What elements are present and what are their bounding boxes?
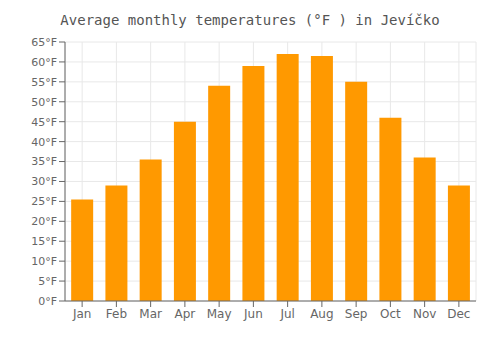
svg-text:Aug: Aug bbox=[310, 307, 333, 321]
svg-text:May: May bbox=[207, 307, 232, 321]
svg-text:25°F: 25°F bbox=[31, 195, 57, 208]
svg-text:50°F: 50°F bbox=[31, 96, 57, 109]
svg-text:Jan: Jan bbox=[72, 307, 92, 321]
svg-text:Jul: Jul bbox=[279, 307, 294, 321]
svg-text:10°F: 10°F bbox=[31, 255, 57, 268]
svg-text:Nov: Nov bbox=[413, 307, 436, 321]
svg-text:30°F: 30°F bbox=[31, 175, 57, 188]
svg-text:0°F: 0°F bbox=[38, 295, 57, 308]
svg-text:60°F: 60°F bbox=[31, 56, 57, 69]
svg-text:5°F: 5°F bbox=[38, 275, 57, 288]
svg-text:40°F: 40°F bbox=[31, 136, 57, 149]
svg-text:Jun: Jun bbox=[243, 307, 263, 321]
svg-text:Sep: Sep bbox=[345, 307, 368, 321]
svg-text:Mar: Mar bbox=[139, 307, 162, 321]
svg-text:20°F: 20°F bbox=[31, 215, 57, 228]
svg-text:65°F: 65°F bbox=[31, 36, 57, 49]
svg-text:Feb: Feb bbox=[106, 307, 127, 321]
svg-text:55°F: 55°F bbox=[31, 76, 57, 89]
svg-text:15°F: 15°F bbox=[31, 235, 57, 248]
svg-text:Dec: Dec bbox=[447, 307, 470, 321]
svg-text:35°F: 35°F bbox=[31, 155, 57, 168]
svg-text:Oct: Oct bbox=[380, 307, 401, 321]
svg-text:45°F: 45°F bbox=[31, 116, 57, 129]
html-text:Average monthly temperatures (: Average monthly temperatures (°F ) in Je… bbox=[60, 12, 440, 28]
svg-text:Apr: Apr bbox=[174, 307, 195, 321]
